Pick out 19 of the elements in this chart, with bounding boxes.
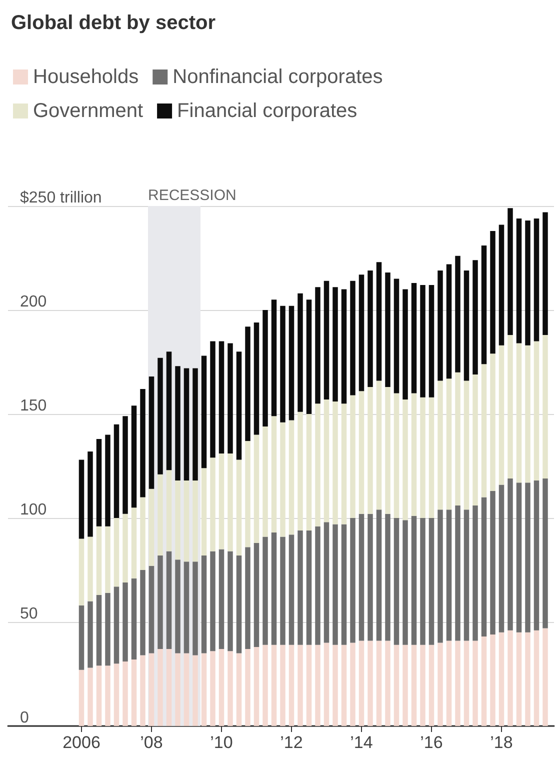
legend-label: Households: [33, 66, 139, 88]
x-tick-label: ’18: [490, 733, 513, 752]
x-tick-label: 2006: [62, 733, 100, 752]
y-tick-label: 150: [20, 398, 47, 414]
y-tick-label: 50: [20, 606, 38, 622]
chart-title: Global debt by sector: [11, 12, 216, 34]
legend-label: Government: [33, 100, 144, 122]
x-tick-label: ’14: [350, 733, 373, 752]
y-tick-label: $250 trillion: [20, 190, 102, 206]
x-tick-label: ’16: [420, 733, 443, 752]
legend-label: Financial corporates: [177, 100, 358, 122]
x-tick-label: ’08: [140, 733, 163, 752]
x-tick-label: ’12: [280, 733, 303, 752]
x-tick-label: ’10: [210, 733, 233, 752]
band-label: RECESSION: [148, 187, 236, 204]
y-tick-label: 100: [20, 502, 47, 518]
y-tick-label: 200: [20, 294, 47, 310]
y-tick-label: 0: [20, 710, 29, 726]
legend-label: Nonfinancial corporates: [172, 66, 383, 88]
